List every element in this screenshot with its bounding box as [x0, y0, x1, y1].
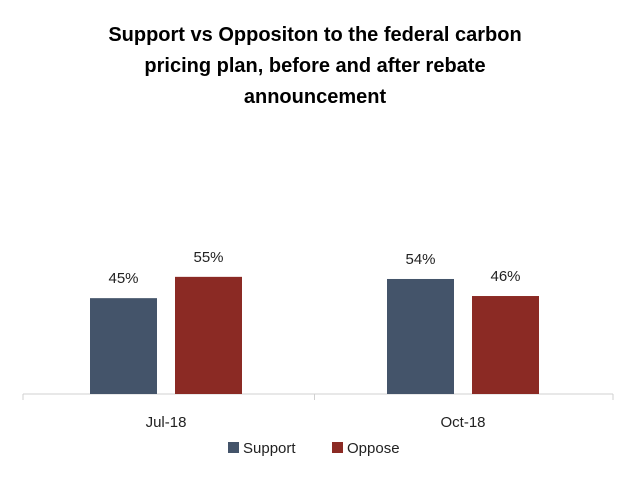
x-tick-label: Oct-18 — [440, 414, 485, 431]
bar-support-oct-18 — [387, 278, 454, 394]
data-label: 45% — [108, 270, 138, 287]
legend-swatch-support — [228, 442, 239, 453]
bar-support-jul-18 — [90, 298, 157, 394]
bar-oppose-oct-18 — [472, 296, 539, 394]
data-label: 46% — [490, 268, 520, 285]
x-tick-label: Jul-18 — [146, 414, 187, 431]
bar-oppose-jul-18 — [175, 276, 242, 394]
data-label: 55% — [193, 249, 223, 266]
data-label: 54% — [405, 251, 435, 268]
legend-label-oppose: Oppose — [347, 440, 400, 457]
chart-title: Support vs Oppositon to the federal carb… — [108, 24, 522, 108]
legend-label-support: Support — [243, 440, 296, 457]
legend-swatch-oppose — [332, 442, 343, 453]
